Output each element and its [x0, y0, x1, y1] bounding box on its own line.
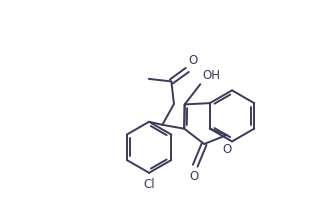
Text: OH: OH — [202, 69, 220, 82]
Text: O: O — [223, 143, 232, 156]
Text: Cl: Cl — [143, 178, 155, 192]
Text: O: O — [189, 170, 198, 183]
Text: O: O — [189, 54, 198, 67]
